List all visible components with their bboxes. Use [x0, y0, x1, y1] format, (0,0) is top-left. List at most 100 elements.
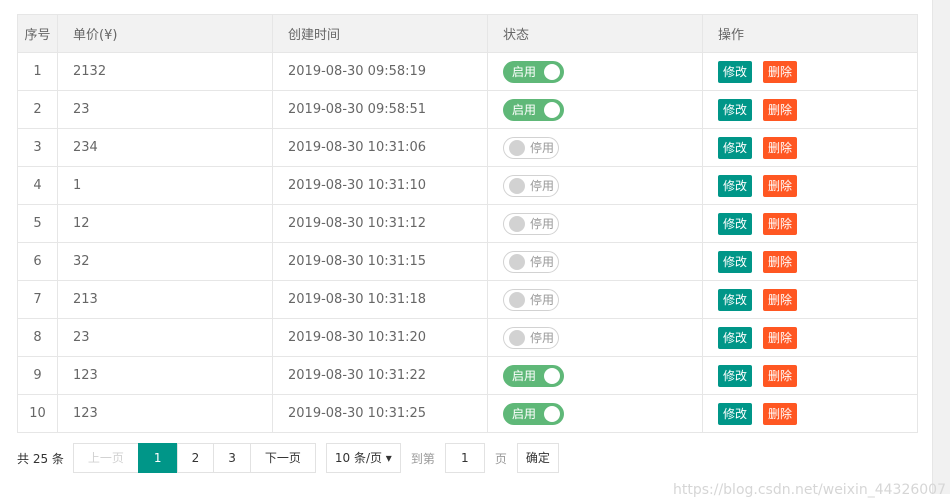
cell-status: 停用: [487, 318, 703, 357]
toggle-knob: [509, 177, 525, 194]
col-header-time: 创建时间: [272, 14, 488, 53]
edit-button[interactable]: 修改: [718, 288, 753, 311]
toggle-knob: [509, 291, 525, 308]
delete-button[interactable]: 删除: [763, 250, 798, 273]
cell-price: 12: [57, 204, 273, 243]
cell-no: 4: [17, 166, 58, 205]
cell-actions: 修改 删除: [702, 280, 918, 319]
page-3-button[interactable]: 3: [213, 443, 251, 473]
goto-confirm-button[interactable]: 确定: [516, 443, 559, 473]
toggle-knob: [544, 101, 560, 118]
edit-button[interactable]: 修改: [718, 98, 753, 121]
cell-time: 2019-08-30 10:31:22: [272, 356, 488, 395]
page-1-button[interactable]: 1: [137, 443, 178, 473]
cell-time: 2019-08-30 10:31:20: [272, 318, 488, 357]
cell-no: 1: [17, 52, 58, 91]
toggle-label: 停用: [530, 330, 555, 345]
cell-status: 停用: [487, 128, 703, 167]
edit-button[interactable]: 修改: [718, 212, 753, 235]
status-toggle[interactable]: 停用: [503, 288, 559, 311]
status-toggle[interactable]: 启用: [503, 60, 564, 83]
toggle-label: 启用: [512, 64, 537, 79]
cell-time: 2019-08-30 10:31:25: [272, 394, 488, 433]
col-header-actions: 操作: [702, 14, 918, 53]
page-size-select[interactable]: 10 条/页 ▾: [325, 443, 401, 473]
toggle-knob: [544, 63, 560, 80]
edit-button[interactable]: 修改: [718, 326, 753, 349]
edit-button[interactable]: 修改: [718, 250, 753, 273]
watermark: https://blog.csdn.net/weixin_44326007: [672, 482, 946, 498]
table-row: 8 23 2019-08-30 10:31:20 停用 修改 删除: [17, 318, 918, 357]
table-row: 7 213 2019-08-30 10:31:18 停用 修改 删除: [17, 280, 918, 319]
toggle-label: 启用: [512, 102, 537, 117]
edit-button[interactable]: 修改: [718, 136, 753, 159]
table-row: 6 32 2019-08-30 10:31:15 停用 修改 删除: [17, 242, 918, 281]
cell-price: 2132: [57, 52, 273, 91]
table-row: 9 123 2019-08-30 10:31:22 启用 修改 删除: [17, 356, 918, 395]
data-table: 序号 单价(¥) 创建时间 状态 操作 1 2132 2019-08-30 09…: [17, 14, 918, 433]
status-toggle[interactable]: 停用: [503, 136, 559, 159]
cell-time: 2019-08-30 10:31:06: [272, 128, 488, 167]
cell-no: 9: [17, 356, 58, 395]
table-row: 4 1 2019-08-30 10:31:10 停用 修改 删除: [17, 166, 918, 205]
toggle-knob: [509, 215, 525, 232]
cell-time: 2019-08-30 10:31:18: [272, 280, 488, 319]
cell-status: 启用: [487, 52, 703, 91]
delete-button[interactable]: 删除: [763, 364, 798, 387]
table-row: 1 2132 2019-08-30 09:58:19 启用 修改 删除: [17, 52, 918, 91]
cell-actions: 修改 删除: [702, 356, 918, 395]
next-page-button[interactable]: 下一页: [249, 443, 316, 473]
edit-button[interactable]: 修改: [718, 174, 753, 197]
toggle-label: 停用: [530, 140, 555, 155]
delete-button[interactable]: 删除: [763, 136, 798, 159]
status-toggle[interactable]: 停用: [503, 212, 559, 235]
cell-price: 32: [57, 242, 273, 281]
toggle-knob: [509, 139, 525, 156]
table-row: 3 234 2019-08-30 10:31:06 停用 修改 删除: [17, 128, 918, 167]
toggle-knob: [509, 253, 525, 270]
status-toggle[interactable]: 启用: [503, 98, 564, 121]
status-toggle[interactable]: 启用: [503, 402, 564, 425]
cell-status: 停用: [487, 204, 703, 243]
delete-button[interactable]: 删除: [763, 402, 798, 425]
pagination: 共 25 条 上一页 1 2 3 下一页 10 条/页 ▾ 到第 1 页 确定: [17, 443, 559, 473]
col-header-price: 单价(¥): [57, 14, 273, 53]
cell-no: 5: [17, 204, 58, 243]
delete-button[interactable]: 删除: [763, 326, 798, 349]
cell-status: 停用: [487, 166, 703, 205]
col-header-status: 状态: [487, 14, 703, 53]
page-2-button[interactable]: 2: [176, 443, 215, 473]
goto-label: 到第: [410, 451, 435, 466]
cell-no: 3: [17, 128, 58, 167]
col-header-no: 序号: [17, 14, 58, 53]
cell-price: 1: [57, 166, 273, 205]
prev-page-button[interactable]: 上一页: [72, 443, 139, 473]
cell-actions: 修改 删除: [702, 318, 918, 357]
delete-button[interactable]: 删除: [763, 60, 798, 83]
delete-button[interactable]: 删除: [763, 174, 798, 197]
toggle-label: 停用: [530, 292, 555, 307]
status-toggle[interactable]: 停用: [503, 250, 559, 273]
total-count: 共 25 条: [17, 451, 64, 466]
scrollbar[interactable]: [932, 0, 950, 494]
cell-actions: 修改 删除: [702, 394, 918, 433]
table-row: 2 23 2019-08-30 09:58:51 启用 修改 删除: [17, 90, 918, 129]
status-toggle[interactable]: 启用: [503, 364, 564, 387]
edit-button[interactable]: 修改: [718, 402, 753, 425]
cell-actions: 修改 删除: [702, 242, 918, 281]
cell-time: 2019-08-30 09:58:19: [272, 52, 488, 91]
cell-time: 2019-08-30 10:31:12: [272, 204, 488, 243]
edit-button[interactable]: 修改: [718, 364, 753, 387]
delete-button[interactable]: 删除: [763, 98, 798, 121]
cell-price: 234: [57, 128, 273, 167]
edit-button[interactable]: 修改: [718, 60, 753, 83]
toggle-knob: [509, 329, 525, 346]
status-toggle[interactable]: 停用: [503, 174, 559, 197]
goto-page-input[interactable]: 1: [444, 443, 485, 473]
cell-price: 23: [57, 90, 273, 129]
cell-status: 启用: [487, 90, 703, 129]
delete-button[interactable]: 删除: [763, 288, 798, 311]
delete-button[interactable]: 删除: [763, 212, 798, 235]
page-unit-label: 页: [494, 451, 507, 466]
status-toggle[interactable]: 停用: [503, 326, 559, 349]
